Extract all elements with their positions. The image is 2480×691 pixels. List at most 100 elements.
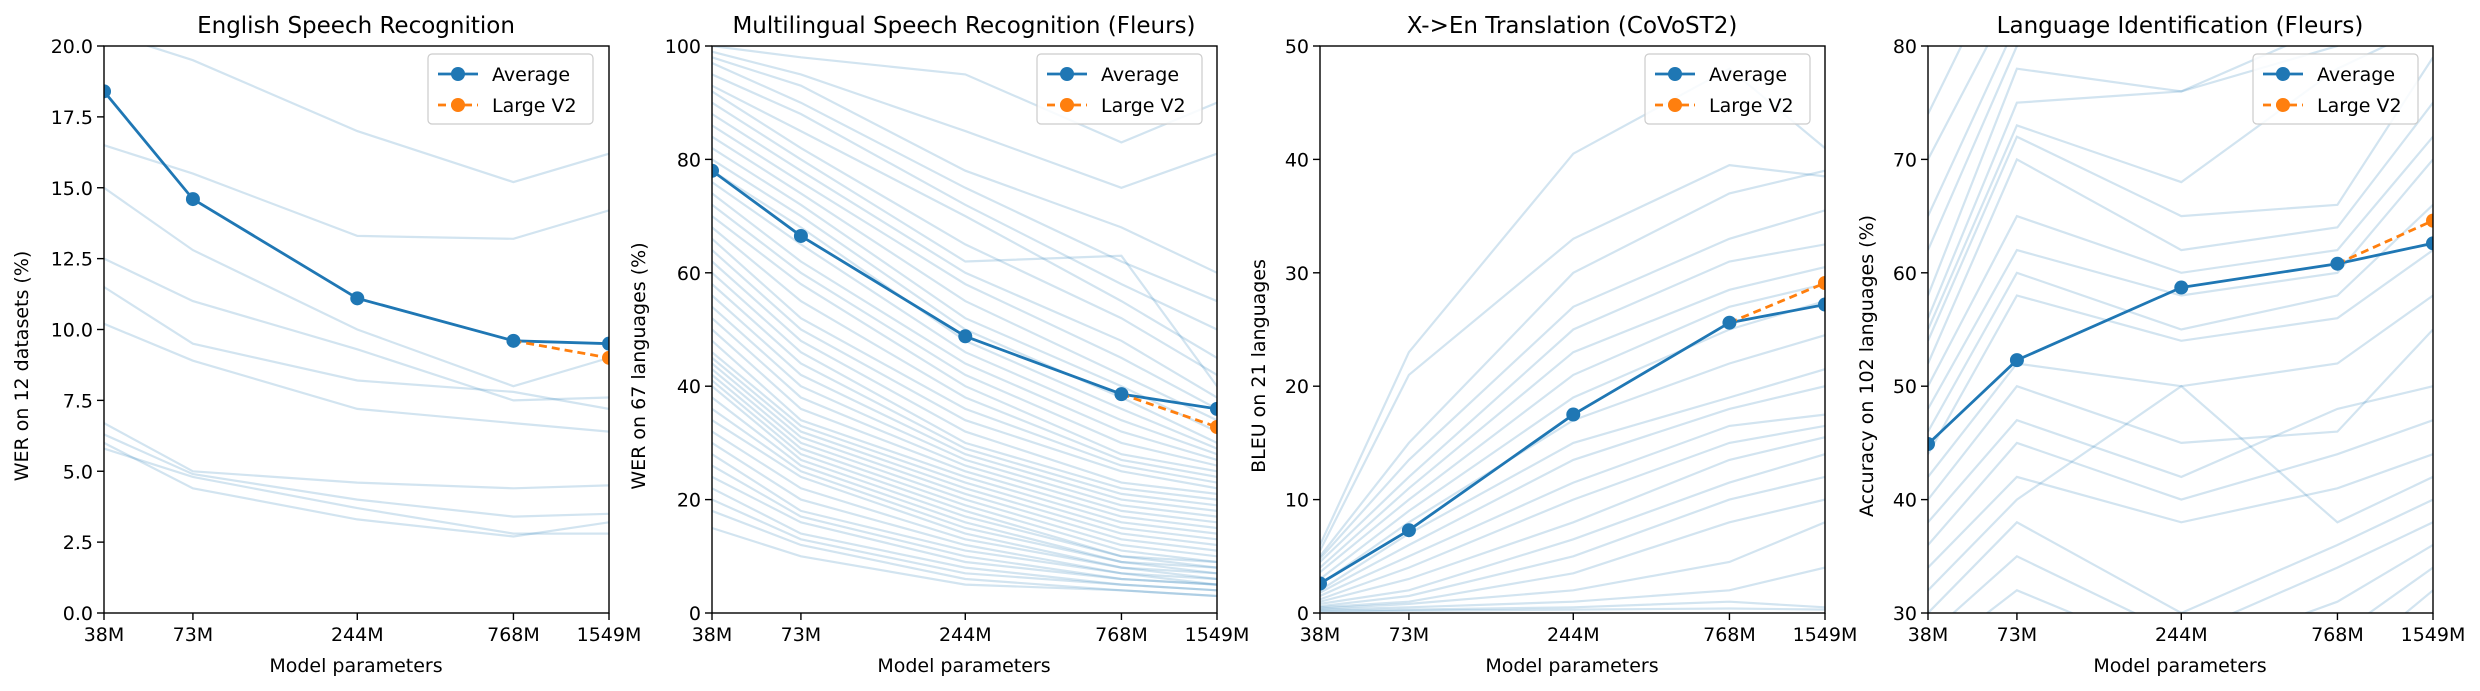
- per-item-line: [1320, 209, 1825, 560]
- plot-area: 38M 73M 244M 768M 1549M 0 20 40 60 80 100: [665, 36, 1250, 646]
- y-tick-label: 17.5: [51, 107, 93, 129]
- per-item-line: [1928, 384, 2433, 592]
- y-tick-label: 5.0: [63, 461, 93, 483]
- per-item-line: [104, 144, 609, 240]
- average-point: [1401, 523, 1416, 538]
- average-point: [958, 329, 973, 344]
- y-tick-label: 70: [1893, 149, 1917, 171]
- per-item-line: [1928, 158, 2433, 410]
- x-tick-label: 768M: [2311, 624, 2364, 646]
- legend-frame: [427, 53, 594, 125]
- per-item-line: [1928, 328, 2433, 501]
- y-tick-label: 7.5: [63, 390, 93, 412]
- legend: Average Large V2: [2252, 53, 2419, 125]
- y-tick-label: 80: [677, 149, 701, 171]
- per-item-line: [712, 328, 1217, 530]
- per-item-line: [1928, 419, 2433, 546]
- legend-large-v2-label: Large V2: [492, 95, 577, 117]
- x-tick-label: 1549M: [1185, 624, 1250, 646]
- legend-average-marker: [451, 67, 465, 81]
- average-point: [2330, 256, 2345, 271]
- per-item-line: [712, 249, 1217, 490]
- panel-multilingual-speech-recognition: Multilingual Speech Recognition (Fleurs)…: [628, 13, 1249, 677]
- legend-large-v2-marker: [451, 98, 465, 112]
- legend-large-v2-marker: [1668, 98, 1682, 112]
- average-point: [1566, 407, 1581, 422]
- chart-title: Multilingual Speech Recognition (Fleurs): [732, 13, 1195, 39]
- per-item-line: [712, 368, 1217, 558]
- legend-frame: [1036, 53, 1203, 125]
- per-item-line: [712, 124, 1217, 410]
- per-item-line: [712, 419, 1217, 575]
- per-item-line: [712, 464, 1217, 586]
- per-item-line: [1951, 521, 2433, 613]
- y-tick-label: 40: [1285, 149, 1309, 171]
- per-item-line: [1320, 368, 1825, 592]
- per-item-line: [1320, 600, 1825, 612]
- x-tick-label: 244M: [2155, 624, 2208, 646]
- per-item-line: [1320, 169, 1825, 557]
- large-v2-point: [2426, 213, 2433, 228]
- y-tick-label: 40: [1893, 490, 1917, 512]
- x-tick-label: 73M: [1997, 624, 2038, 646]
- per-item-line: [712, 487, 1217, 592]
- per-item-line: [712, 317, 1217, 524]
- panel-english-speech-recognition: English Speech Recognition Model paramet…: [11, 13, 641, 677]
- series-large-v2-line: [513, 339, 609, 360]
- y-tick-label: 60: [1893, 263, 1917, 285]
- per-item-line: [1320, 266, 1825, 569]
- legend-large-v2-marker: [2276, 98, 2290, 112]
- per-item-line: [1320, 424, 1825, 601]
- per-item-line: [712, 407, 1217, 575]
- per-item-line: [1985, 544, 2433, 613]
- legend-average-label: Average: [2317, 64, 2395, 86]
- per-item-line: [712, 84, 1217, 359]
- per-item-line: [1320, 413, 1825, 598]
- per-item-line: [1928, 498, 2433, 613]
- average-point: [2174, 280, 2189, 295]
- chart-title: English Speech Recognition: [197, 13, 515, 39]
- per-item-line: [712, 113, 1217, 399]
- axes-frame: [711, 45, 1218, 614]
- x-tick-label: 1549M: [2401, 624, 2466, 646]
- per-item-line: [1928, 294, 2433, 478]
- average-point: [350, 291, 365, 306]
- average-point: [104, 84, 111, 99]
- per-item-line: [712, 385, 1217, 569]
- y-tick-label: 20: [1285, 376, 1309, 398]
- per-item-line: [144, 46, 609, 184]
- per-item-line: [1928, 249, 2433, 455]
- per-item-line: [104, 422, 609, 490]
- per-item-line: [1928, 102, 2433, 364]
- per-item-line: [104, 186, 609, 388]
- per-item-line: [1320, 163, 1825, 552]
- per-item-line: [712, 498, 1217, 592]
- x-tick-label: 73M: [173, 624, 214, 646]
- per-item-line: [712, 237, 1217, 484]
- per-item-line: [712, 305, 1217, 518]
- series-average-line: [104, 90, 609, 346]
- x-tick-label: 38M: [692, 624, 733, 646]
- legend: Average Large V2: [427, 53, 594, 125]
- average-point: [185, 192, 200, 207]
- average-point: [1320, 576, 1327, 591]
- panel-x-en-translation: X->En Translation (CoVoST2) Model parame…: [1248, 13, 1857, 677]
- per-item-lines: [712, 46, 1217, 598]
- series-large-v2-line: [1728, 281, 1825, 324]
- y-axis-label: WER on 12 datasets (%): [11, 251, 33, 482]
- per-item-line: [712, 135, 1217, 422]
- per-item-line: [1928, 46, 2289, 296]
- per-item-line: [712, 90, 1217, 376]
- average-point: [1210, 401, 1217, 416]
- per-item-line: [1928, 385, 2433, 524]
- plot-area: 38M 73M 244M 768M 1549M 0 10 20 30 40 50: [1285, 36, 1858, 646]
- average-point: [2426, 236, 2433, 251]
- average-point: [712, 163, 719, 178]
- per-item-line: [712, 192, 1217, 461]
- panel-language-identification: Language Identification (Fleurs) Model p…: [1856, 13, 2466, 677]
- x-tick-label: 768M: [1703, 624, 1756, 646]
- per-item-line: [712, 56, 1217, 274]
- per-item-line: [712, 374, 1217, 564]
- large-v2-point: [1210, 420, 1217, 435]
- x-tick-label: 244M: [331, 624, 384, 646]
